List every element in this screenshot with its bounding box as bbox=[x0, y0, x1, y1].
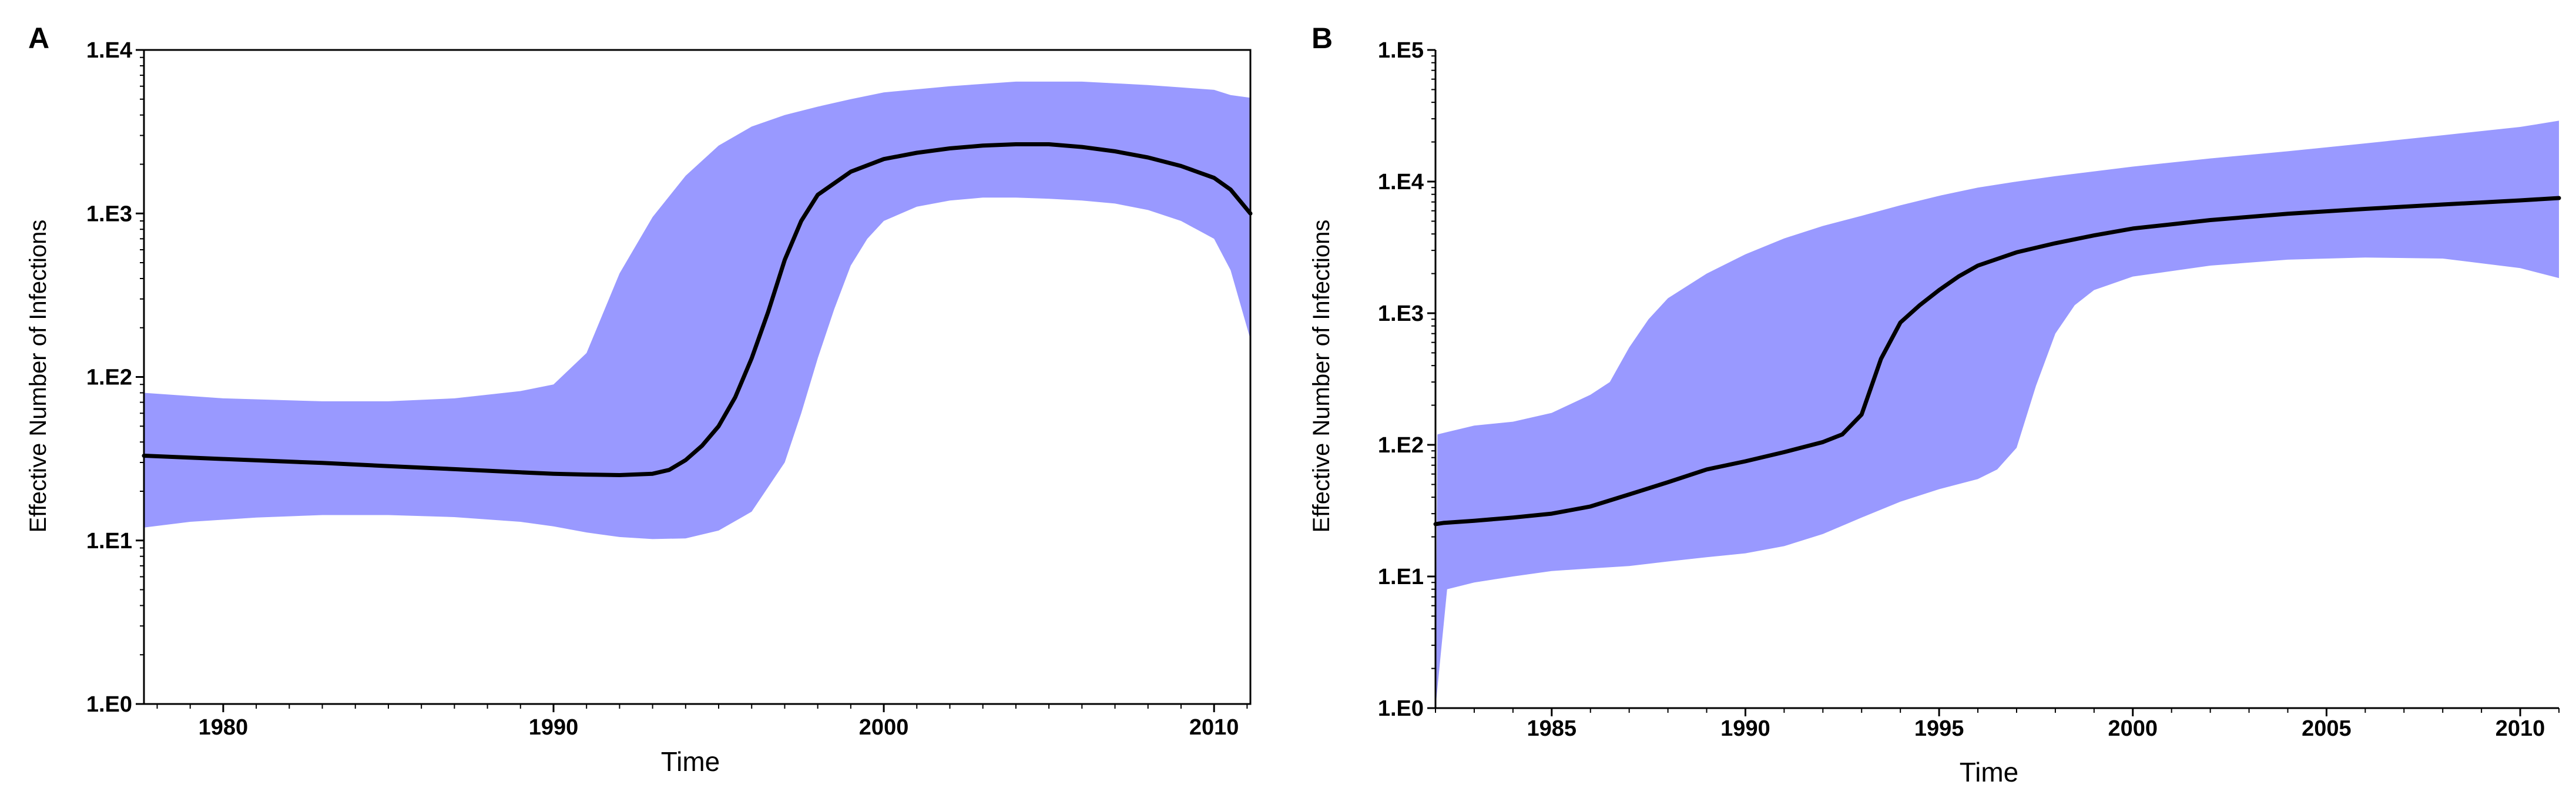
panel-b-x-axis-title: Time bbox=[1960, 757, 2019, 787]
panel-b-y-tick-label: 1.E1 bbox=[1378, 565, 1424, 589]
panel-b-x-tick-label: 1990 bbox=[1720, 716, 1770, 741]
panel-b-y-tick-label: 1.E4 bbox=[1378, 170, 1424, 195]
panel-b-median-line bbox=[1433, 196, 2561, 527]
panel-b-y-tick-label: 1.E0 bbox=[1378, 696, 1424, 721]
panel-a-x-tick-label: 1980 bbox=[199, 715, 249, 740]
panel-b-y-axis-title: Effective Number of Infections bbox=[1309, 220, 1334, 533]
panel-a-confidence-band bbox=[144, 81, 1250, 539]
panel-b-x-tick-label: 2005 bbox=[2302, 716, 2352, 741]
panel-a-y-tick-label: 1.E0 bbox=[86, 692, 132, 717]
panel-b: B 1.E0 1.E1 1.E2 1.E3 1.E4 1.E5 1985 1990 1995 20… bbox=[1309, 22, 2561, 787]
panel-a-median-line bbox=[142, 142, 1253, 477]
panel-a-x-tick-label: 2000 bbox=[859, 715, 909, 740]
panel-a-y-axis-title: Effective Number of Infections bbox=[25, 220, 51, 533]
panel-a-x-tick-label: 2010 bbox=[1189, 715, 1239, 740]
panel-a-y-tick-label: 1.E1 bbox=[86, 529, 132, 554]
panel-b-x-tick-label: 1995 bbox=[1914, 716, 1964, 741]
panel-a-x-axis-title: Time bbox=[661, 746, 720, 777]
panel-b-letter: B bbox=[1312, 22, 1333, 55]
panel-a: A 1.E0 1.E1 1.E2 1.E3 1.E4 1980 1990 2000 2010 T… bbox=[25, 22, 1253, 777]
panel-a-x-tick-label: 1990 bbox=[529, 715, 579, 740]
panel-a-y-tick-label: 1.E2 bbox=[86, 366, 132, 390]
panel-b-x-tick-label: 2000 bbox=[2108, 716, 2158, 741]
panel-a-y-tick-label: 1.E4 bbox=[86, 38, 132, 63]
panel-a-letter: A bbox=[28, 22, 49, 55]
panel-b-y-tick-label: 1.E3 bbox=[1378, 301, 1424, 326]
panel-a-y-tick-label: 1.E3 bbox=[86, 202, 132, 226]
panel-b-x-tick-label: 2010 bbox=[2496, 716, 2545, 741]
panel-b-y-tick-label: 1.E2 bbox=[1378, 433, 1424, 458]
panel-b-confidence-band bbox=[1435, 120, 2559, 708]
panel-b-y-tick-label: 1.E5 bbox=[1378, 38, 1424, 63]
panel-b-x-tick-label: 1985 bbox=[1527, 716, 1577, 741]
